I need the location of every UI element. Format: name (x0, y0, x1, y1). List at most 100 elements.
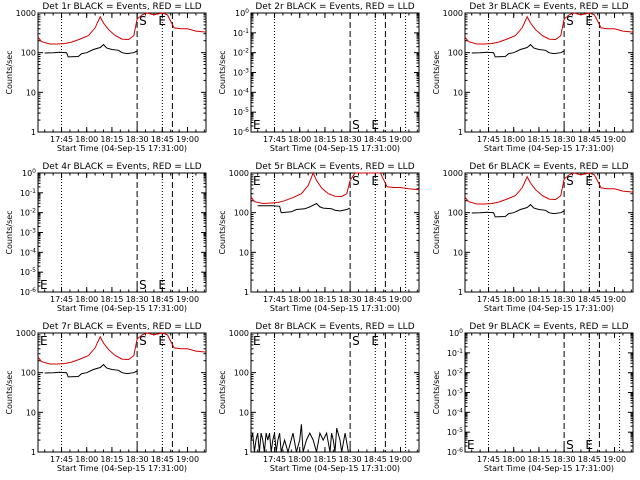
y-tick-label: 100 (448, 49, 463, 58)
marker-S: S (139, 14, 147, 28)
y-tick-label: 10 (239, 248, 249, 257)
x-tick-label: 17:45 (50, 135, 73, 144)
x-axis-label: Start Time (04-Sep-15 17:31:00) (484, 464, 614, 473)
x-tick-label: 19:00 (176, 455, 199, 464)
x-tick-label: 18:00 (75, 295, 98, 304)
marker-S: S (566, 14, 574, 28)
y-tick-label: 10-5 (20, 267, 36, 277)
x-tick-label: 18:30 (339, 295, 362, 304)
x-axis-label: Start Time (04-Sep-15 17:31:00) (270, 304, 400, 313)
x-axis-label: Start Time (04-Sep-15 17:31:00) (57, 304, 187, 313)
x-tick-label: 19:00 (176, 135, 199, 144)
x-tick-label: 18:45 (578, 135, 601, 144)
marker-E: E (371, 118, 379, 132)
x-axis-label: Start Time (04-Sep-15 17:31:00) (57, 464, 187, 473)
chart-title: Det 4r BLACK = Events, RED = LLD (42, 162, 201, 172)
y-tick-label: 10-4 (20, 247, 36, 257)
y-tick-label: 10-5 (233, 107, 249, 117)
plot-frame (250, 332, 420, 453)
y-axis-label: Counts/sec (218, 50, 227, 94)
series-line-2 (464, 12, 634, 45)
marker-E: E (158, 278, 166, 292)
x-axis-label: Start Time (04-Sep-15 17:31:00) (484, 304, 614, 313)
y-tick-label: 10 (453, 88, 463, 97)
y-tick-label: 10-1 (233, 28, 249, 38)
marker-S: S (352, 334, 360, 348)
y-axis-label: Counts/sec (5, 210, 14, 254)
series-line-1 (44, 43, 138, 58)
panel-det-2: Det 2r BLACK = Events, RED = LLD 10-6 10-5… (218, 2, 420, 153)
x-tick-label: 18:00 (502, 295, 525, 304)
marker-E: E (253, 334, 261, 348)
y-axis-label: Counts/sec (432, 370, 441, 414)
y-tick-label: 1 (244, 288, 249, 297)
y-tick-label: 10-6 (447, 447, 463, 457)
plot-frame (250, 12, 420, 133)
x-tick-label: 18:15 (100, 295, 123, 304)
x-axis-label: Start Time (04-Sep-15 17:31:00) (270, 464, 400, 473)
marker-E: E (371, 334, 379, 348)
y-tick-label: 1000 (443, 9, 463, 18)
x-tick-label: 17:45 (263, 135, 286, 144)
x-tick-label: 18:30 (126, 455, 149, 464)
chart-title: Det 6r BLACK = Events, RED = LLD (469, 162, 628, 172)
chart-title: Det 9r BLACK = Events, RED = LLD (469, 322, 628, 332)
plot-frame (464, 332, 634, 453)
marker-E: E (371, 174, 379, 188)
y-tick-label: 10-3 (20, 228, 36, 238)
x-tick-label: 18:45 (364, 135, 387, 144)
x-tick-label: 18:30 (553, 295, 576, 304)
series-line-1 (471, 203, 565, 218)
marker-E: E (40, 334, 48, 348)
y-tick-label: 10 (26, 408, 36, 417)
y-tick-label: 10-1 (447, 348, 463, 358)
y-tick-label: 100 (449, 328, 463, 338)
x-tick-label: 18:15 (100, 455, 123, 464)
y-tick-label: 1 (458, 128, 463, 137)
y-tick-label: 10-6 (20, 287, 36, 297)
y-axis-label: Counts/sec (5, 370, 14, 414)
marker-S: S (352, 118, 360, 132)
y-tick-label: 10-2 (233, 48, 249, 58)
x-tick-label: 19:00 (389, 135, 412, 144)
x-tick-label: 18:30 (126, 295, 149, 304)
series-line-2 (250, 171, 420, 205)
marker-E: E (585, 14, 593, 28)
x-tick-label: 18:45 (578, 455, 601, 464)
x-tick-label: 17:45 (263, 455, 286, 464)
y-tick-label: 10-5 (447, 427, 463, 437)
chart-title: Det 3r BLACK = Events, RED = LLD (469, 2, 628, 12)
x-tick-label: 18:15 (527, 135, 550, 144)
y-tick-label: 100 (21, 369, 36, 378)
series-line-2 (37, 332, 207, 365)
x-tick-label: 18:30 (339, 135, 362, 144)
marker-E: E (253, 174, 261, 188)
panel-det-7: Det 7r BLACK = Events, RED = LLD 1 10 100 10… (5, 322, 207, 473)
plot-frame (37, 332, 207, 453)
x-tick-label: 18:30 (553, 455, 576, 464)
y-tick-label: 1000 (16, 329, 36, 338)
y-tick-label: 1000 (443, 169, 463, 178)
marker-E: E (158, 14, 166, 28)
x-tick-label: 18:45 (151, 455, 174, 464)
x-tick-label: 17:45 (477, 295, 500, 304)
plot-frame (464, 12, 634, 133)
x-tick-label: 18:00 (288, 295, 311, 304)
y-tick-label: 10-3 (447, 388, 463, 398)
x-tick-label: 18:00 (75, 455, 98, 464)
x-tick-label: 17:45 (477, 135, 500, 144)
chart-title: Det 8r BLACK = Events, RED = LLD (255, 322, 414, 332)
x-tick-label: 18:15 (313, 455, 336, 464)
marker-E: E (585, 174, 593, 188)
x-axis-label: Start Time (04-Sep-15 17:31:00) (270, 144, 400, 153)
marker-E: E (40, 278, 48, 292)
x-tick-label: 18:15 (527, 295, 550, 304)
x-tick-label: 18:00 (502, 455, 525, 464)
panel-det-1: Det 1r BLACK = Events, RED = LLD 1 10 100 10… (5, 2, 207, 153)
series-line-2 (464, 172, 634, 205)
y-tick-label: 10-2 (20, 208, 36, 218)
y-tick-label: 100 (21, 49, 36, 58)
y-tick-label: 1000 (16, 9, 36, 18)
panel-det-6: Det 6r BLACK = Events, RED = LLD 1 10 100 10… (432, 162, 634, 313)
x-tick-label: 19:00 (389, 295, 412, 304)
